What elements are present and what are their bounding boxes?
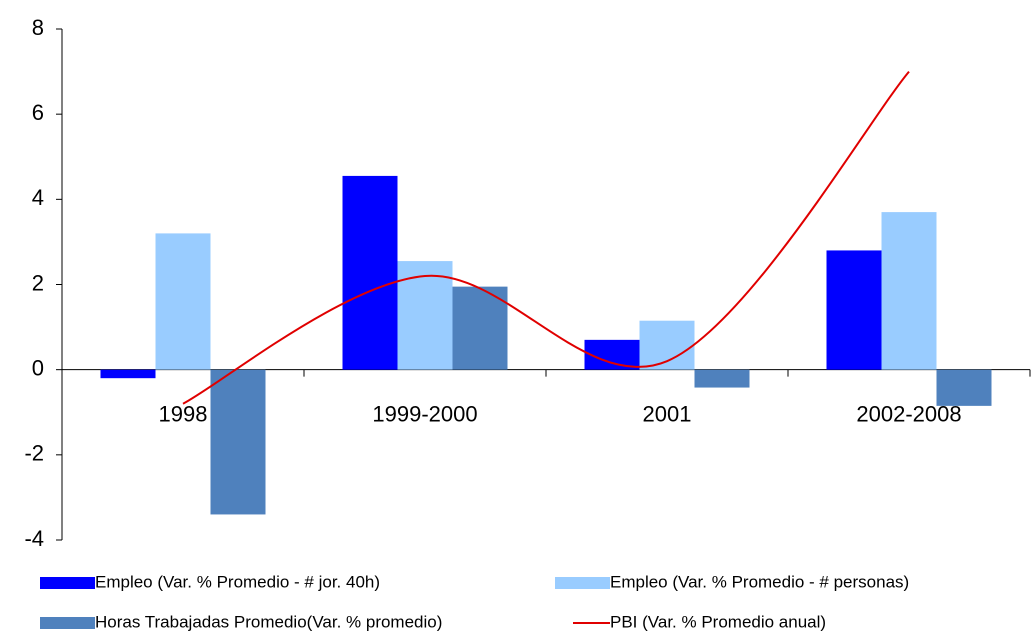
y-tick-label: 8 xyxy=(32,15,44,40)
y-tick-label: -4 xyxy=(24,526,44,551)
x-tick-label: 2001 xyxy=(643,401,692,426)
bar xyxy=(639,320,695,370)
x-tick-label: 1998 xyxy=(159,401,208,426)
legend-label: PBI (Var. % Promedio anual) xyxy=(610,612,826,631)
x-tick-label: 1999-2000 xyxy=(372,401,477,426)
bar xyxy=(100,369,156,379)
bar xyxy=(694,369,750,388)
legend-label: Empleo (Var. % Promedio - # personas) xyxy=(610,572,909,591)
legend-key xyxy=(40,617,95,629)
bar xyxy=(155,233,211,370)
y-tick-label: -2 xyxy=(24,441,44,466)
bar xyxy=(342,175,398,370)
legend-label: Horas Trabajadas Promedio(Var. % promedi… xyxy=(95,612,442,631)
legend-key xyxy=(40,577,95,589)
bar xyxy=(936,369,992,406)
y-tick-label: 0 xyxy=(32,355,44,380)
y-tick-label: 4 xyxy=(32,185,44,210)
bar xyxy=(452,286,508,370)
legend-key xyxy=(555,577,610,589)
x-tick-label: 2002-2008 xyxy=(856,401,961,426)
y-tick-label: 6 xyxy=(32,100,44,125)
bar xyxy=(584,339,640,370)
bar xyxy=(210,369,266,515)
bar xyxy=(881,212,937,370)
legend-label: Empleo (Var. % Promedio - # jor. 40h) xyxy=(95,572,380,591)
y-tick-label: 2 xyxy=(32,270,44,295)
line xyxy=(182,70,910,405)
bar xyxy=(826,250,882,370)
